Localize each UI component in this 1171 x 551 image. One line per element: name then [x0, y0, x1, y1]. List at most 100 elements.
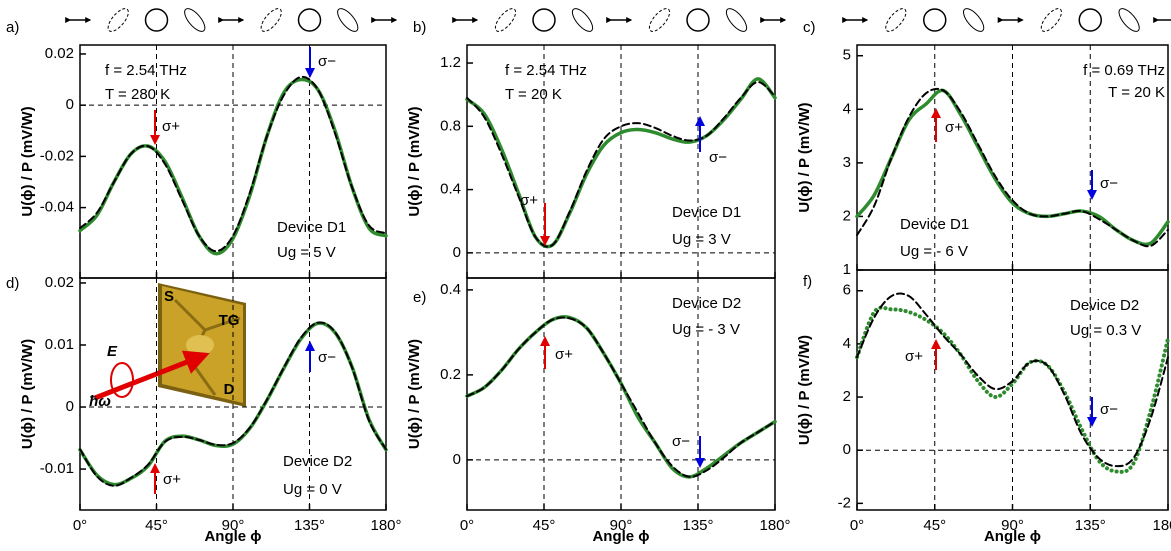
annotation: σ+ — [162, 118, 180, 135]
annotation: T = 20 K — [505, 86, 562, 103]
annotation: σ+ — [905, 348, 923, 365]
polarization-circular — [297, 8, 322, 32]
y-tick-label: 0.01 — [45, 336, 74, 353]
polarization-elliptical — [963, 8, 985, 32]
panel-label: e) — [413, 289, 426, 306]
y-tick-label: 2 — [843, 388, 851, 405]
x-tick-label: 0° — [73, 517, 87, 534]
y-tick-label: 2 — [843, 207, 851, 224]
y-axis-label: U(ϕ) / P (mV/W) — [796, 335, 813, 445]
x-tick-label: 0° — [460, 517, 474, 534]
polarization-circular — [686, 8, 710, 32]
y-axis-label: U(ϕ) / P (mV/W) — [796, 102, 813, 212]
x-tick-label: 45° — [923, 517, 946, 534]
annotation: Device D1 — [277, 219, 346, 236]
annotation: Ug = 0.3 V — [1070, 322, 1141, 339]
y-tick-label: -0.04 — [40, 199, 74, 216]
y-tick-label: 0 — [453, 451, 461, 468]
polarization-elliptical — [494, 8, 517, 32]
y-tick-label: 0.02 — [45, 45, 74, 62]
data-line — [79, 75, 387, 253]
y-tick-label: 4 — [843, 100, 851, 117]
panel-label: c) — [803, 19, 816, 36]
y-tick-label: -0.01 — [40, 460, 74, 477]
data-line — [856, 87, 1169, 248]
annotation: σ+ — [520, 192, 538, 209]
polarization-circular — [923, 8, 947, 32]
annotation: Ug = - 6 V — [900, 243, 968, 260]
annotation: σ+ — [163, 471, 181, 488]
data-line — [465, 77, 777, 249]
panel-label: a) — [6, 19, 19, 36]
polarization-elliptical — [571, 8, 594, 32]
annotation: σ− — [318, 349, 336, 366]
data-line — [855, 305, 1170, 474]
annotation: σ− — [672, 433, 690, 450]
data-line — [856, 292, 1169, 468]
x-tick-label: 90° — [222, 517, 245, 534]
polarization-circular — [144, 8, 169, 32]
y-tick-label: 3 — [843, 154, 851, 171]
chip-flake — [186, 335, 214, 355]
polarization-elliptical — [337, 8, 359, 32]
x-axis-label: Angle ϕ — [204, 528, 261, 545]
y-tick-label: 6 — [843, 282, 851, 299]
annotation: Device D2 — [283, 453, 352, 470]
plot-frame — [466, 277, 776, 511]
polarization-circular — [1078, 8, 1102, 32]
x-tick-label: 135° — [682, 517, 713, 534]
annotation: σ+ — [555, 346, 573, 363]
annotation: D — [224, 381, 235, 398]
x-tick-label: 135° — [1075, 517, 1106, 534]
annotation: Ug = - 3 V — [672, 321, 740, 338]
polarization-circular — [532, 8, 556, 32]
y-tick-label: 4 — [843, 335, 851, 352]
y-tick-label: 0 — [843, 441, 851, 458]
panel-label: b) — [413, 19, 426, 36]
x-tick-label: 90° — [610, 517, 633, 534]
x-tick-label: 45° — [533, 517, 556, 534]
y-tick-label: 0 — [66, 398, 74, 415]
annotation: σ− — [1100, 401, 1118, 418]
annotation: E — [107, 343, 118, 360]
panel-label: f) — [803, 273, 812, 290]
y-axis-label: U(ϕ) / P (mV/W) — [19, 339, 36, 449]
annotation: TG — [219, 312, 240, 329]
annotation: f = 2.54 THz — [105, 62, 187, 79]
annotation: Ug = 5 V — [277, 244, 336, 261]
annotation: T = 280 K — [105, 86, 170, 103]
annotation: S — [164, 288, 174, 305]
annotation: ħω — [89, 393, 111, 410]
device-inset — [94, 283, 246, 407]
annotation: σ− — [709, 149, 727, 166]
y-tick-label: 1.2 — [440, 54, 461, 71]
x-tick-label: 0° — [850, 517, 864, 534]
annotation: Ug = 3 V — [672, 231, 731, 248]
y-axis-label: U(ϕ) / P (mV/W) — [406, 339, 423, 449]
annotation: f = 0.69 THz — [1083, 62, 1165, 79]
x-tick-label: 180° — [759, 517, 790, 534]
y-tick-label: 0.2 — [440, 366, 461, 383]
y-tick-label: 5 — [843, 47, 851, 64]
y-tick-label: 0.4 — [440, 181, 461, 198]
y-tick-label: 0 — [453, 244, 461, 261]
polarization-elliptical — [1040, 8, 1062, 32]
annotation: σ− — [1100, 175, 1118, 192]
data-line — [466, 81, 776, 248]
polarization-elliptical — [725, 8, 748, 32]
y-tick-label: -2 — [838, 494, 851, 511]
x-tick-label: 180° — [370, 517, 401, 534]
polarization-elliptical — [184, 8, 206, 32]
annotation: Device D1 — [900, 216, 969, 233]
beam-arrow — [94, 350, 210, 401]
annotation: Ug = 0 V — [283, 481, 342, 498]
annotation: Device D2 — [672, 295, 741, 312]
data-line — [79, 321, 387, 487]
panel-label: d) — [6, 275, 19, 292]
x-axis-label: Angle ϕ — [984, 528, 1041, 545]
x-tick-label: 90° — [1001, 517, 1024, 534]
y-tick-label: -0.02 — [40, 147, 74, 164]
annotation: T = 20 K — [1108, 84, 1165, 101]
annotation: Device D1 — [672, 204, 741, 221]
